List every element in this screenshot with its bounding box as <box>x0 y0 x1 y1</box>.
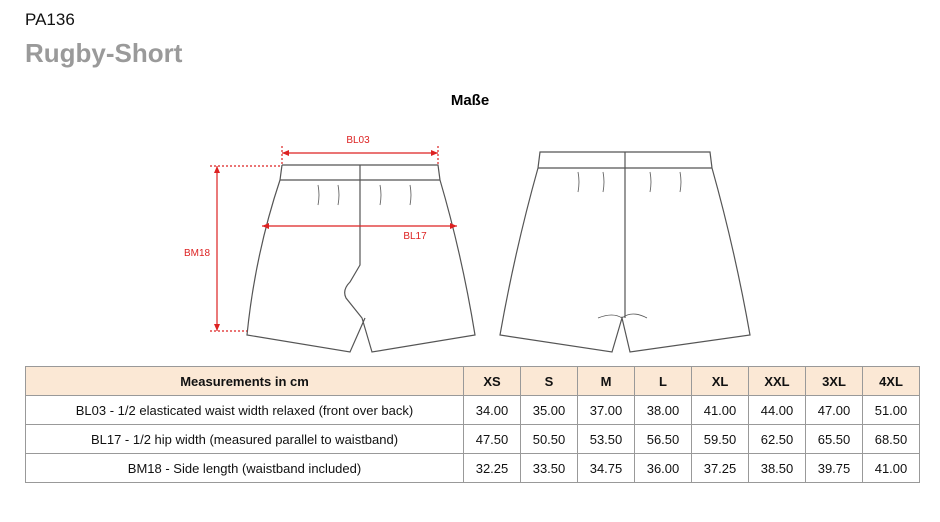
column-header: L <box>634 366 692 396</box>
size-value: 34.75 <box>577 453 635 483</box>
measurement-name: BL03 - 1/2 elasticated waist width relax… <box>25 395 464 425</box>
size-value: 47.50 <box>463 424 521 454</box>
size-value: 34.00 <box>463 395 521 425</box>
side-label: BM18 <box>184 248 211 259</box>
table-row: BL03 - 1/2 elasticated waist width relax… <box>25 395 920 425</box>
column-header: Measurements in cm <box>25 366 464 396</box>
column-header: S <box>520 366 578 396</box>
measurement-name: BM18 - Side length (waistband included) <box>25 453 464 483</box>
size-value: 50.50 <box>520 424 578 454</box>
column-header: XL <box>691 366 749 396</box>
column-header: 3XL <box>805 366 863 396</box>
size-table: Measurements in cm XS S M L XL XXL 3XL 4XL BL03 -… <box>25 366 920 483</box>
size-value: 37.00 <box>577 395 635 425</box>
size-value: 56.50 <box>634 424 692 454</box>
size-value: 38.00 <box>634 395 692 425</box>
size-value: 33.50 <box>520 453 578 483</box>
size-value: 39.75 <box>805 453 863 483</box>
size-value: 37.25 <box>691 453 749 483</box>
size-value: 36.00 <box>634 453 692 483</box>
header-row: Measurements in cm XS S M L XL XXL 3XL 4XL <box>25 366 920 396</box>
size-value: 32.25 <box>463 453 521 483</box>
product-title: Rugby-Short <box>25 38 183 68</box>
size-value: 68.50 <box>862 424 920 454</box>
size-value: 44.00 <box>748 395 806 425</box>
size-value: 38.50 <box>748 453 806 483</box>
size-value: 53.50 <box>577 424 635 454</box>
size-value: 35.00 <box>520 395 578 425</box>
column-header: XS <box>463 366 521 396</box>
table-row: BM18 - Side length (waistband included) 3… <box>25 453 920 483</box>
column-header: 4XL <box>862 366 920 396</box>
column-header: M <box>577 366 635 396</box>
size-value: 47.00 <box>805 395 863 425</box>
product-code: PA136 <box>25 10 75 29</box>
diagram-title: Maße <box>450 92 490 109</box>
size-value: 41.00 <box>691 395 749 425</box>
table-row: BL17 - 1/2 hip width (measured parallel … <box>25 424 920 454</box>
hip-label: BL17 <box>403 231 427 242</box>
size-value: 62.50 <box>748 424 806 454</box>
measurement-name: BL17 - 1/2 hip width (measured parallel … <box>25 424 464 454</box>
column-header: XXL <box>748 366 806 396</box>
shorts-diagram: BL03 BL17 BM18 <box>184 135 751 353</box>
waist-label: BL03 <box>346 135 370 146</box>
size-value: 41.00 <box>862 453 920 483</box>
size-value: 65.50 <box>805 424 863 454</box>
size-value: 59.50 <box>691 424 749 454</box>
size-value: 51.00 <box>862 395 920 425</box>
